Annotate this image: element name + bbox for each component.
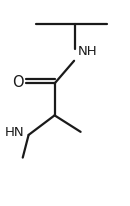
Text: NH: NH <box>77 45 97 59</box>
Text: O: O <box>12 75 24 90</box>
Text: HN: HN <box>5 126 25 139</box>
